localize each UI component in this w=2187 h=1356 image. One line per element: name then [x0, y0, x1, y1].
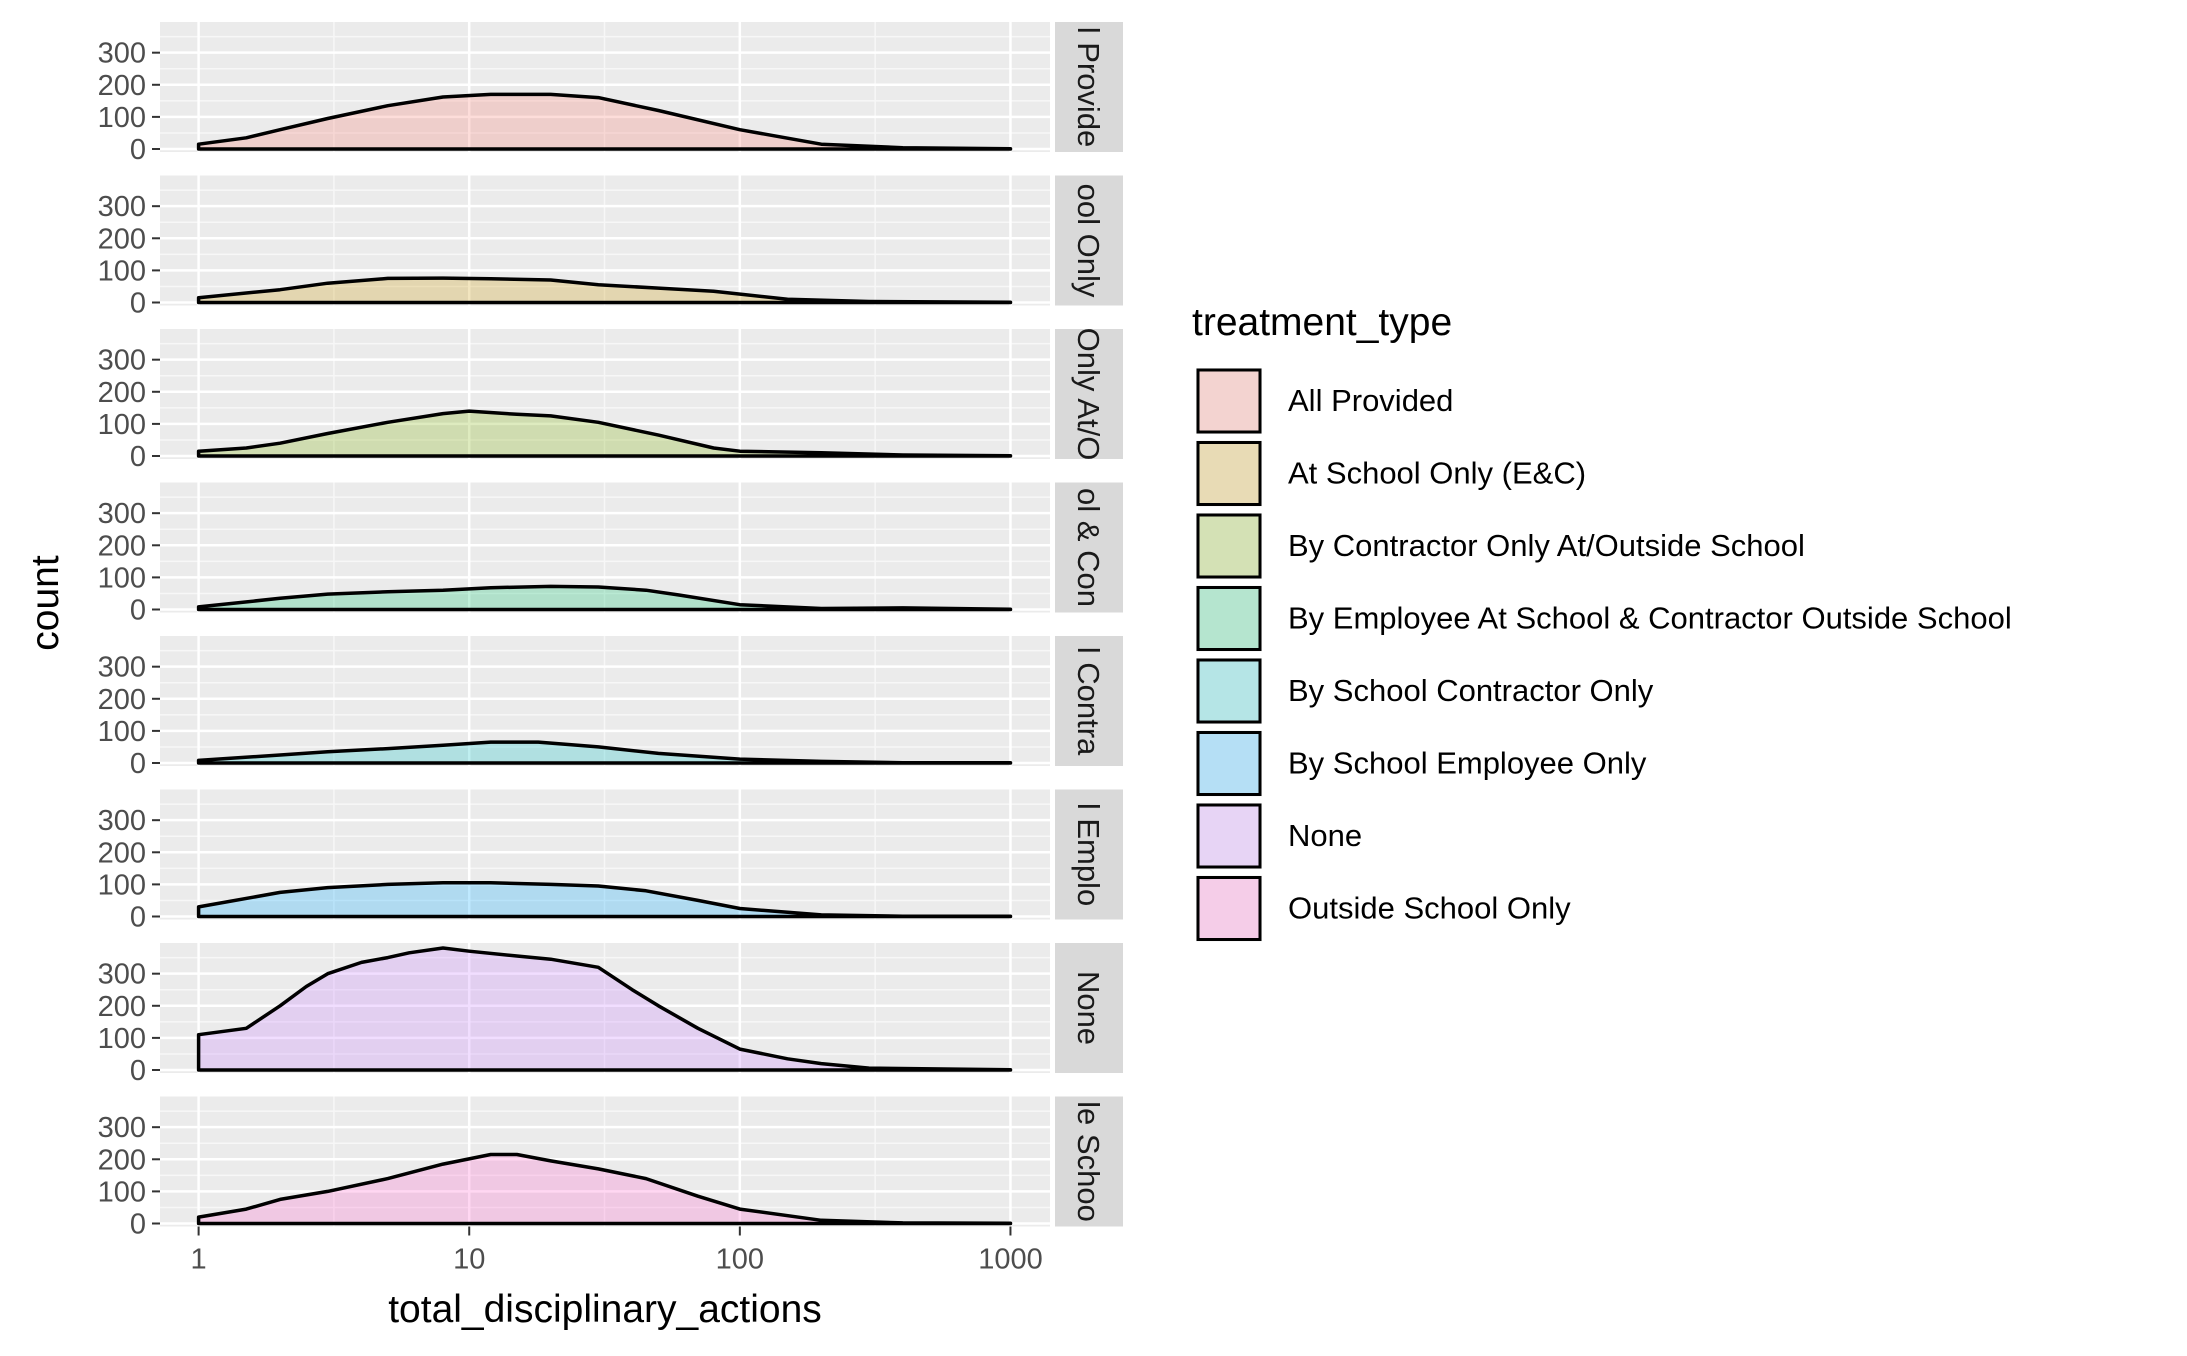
- y-tick-label: 300: [98, 345, 146, 377]
- legend-key-background: [1196, 658, 1262, 724]
- facet-strip-label: None: [1071, 971, 1106, 1045]
- legend-key-background: [1196, 585, 1262, 652]
- y-tick-label: 100: [98, 562, 146, 594]
- x-tick-label: 10: [453, 1244, 485, 1276]
- y-tick-label: 200: [98, 684, 146, 716]
- density-area: [196, 946, 1013, 1072]
- facet-strip-label: ool Only: [1071, 184, 1106, 298]
- y-tick-label: 100: [98, 409, 146, 441]
- y-axis-title: count: [24, 555, 67, 651]
- facet-strip-label: l Emplo: [1071, 803, 1106, 906]
- facet-strip: [1055, 789, 1123, 920]
- density-area: [196, 92, 1013, 151]
- y-tick-label: 100: [98, 255, 146, 287]
- y-tick-label: 0: [130, 441, 146, 473]
- legend-key-swatch: [1196, 441, 1262, 506]
- legend-key-background: [1196, 730, 1262, 797]
- facet-strip: [1055, 1096, 1123, 1227]
- y-tick-label: 200: [98, 837, 146, 869]
- y-tick-label: 100: [98, 869, 146, 901]
- facet-strip-label: l Provide: [1071, 27, 1106, 148]
- legend-entry-label: By Contractor Only At/Outside School: [1288, 528, 1805, 563]
- legend-key-background: [1196, 875, 1262, 942]
- y-tick-label: 100: [98, 102, 146, 134]
- legend-entry-label: None: [1288, 818, 1362, 853]
- y-tick-label: 0: [130, 288, 146, 320]
- facet-strip-label: Only At/O: [1071, 328, 1106, 461]
- y-tick-label: 300: [98, 498, 146, 530]
- legend-key-swatch: [1196, 658, 1262, 724]
- legend-entry-label: At School Only (E&C): [1288, 456, 1586, 491]
- y-tick-label: 200: [98, 530, 146, 562]
- facet-strip-label: ol & Con: [1071, 488, 1106, 607]
- density-area: [196, 409, 1013, 458]
- x-tick-label: 100: [716, 1244, 764, 1276]
- y-tick-label: 0: [130, 748, 146, 780]
- legend-key-background: [1196, 513, 1262, 579]
- y-tick-label: 300: [98, 1112, 146, 1144]
- y-tick-label: 200: [98, 70, 146, 102]
- legend-entry-label: By School Contractor Only: [1288, 673, 1654, 708]
- legend-key-swatch: [1196, 513, 1262, 579]
- y-tick-label: 100: [98, 1023, 146, 1055]
- y-tick-label: 300: [98, 191, 146, 223]
- y-tick-label: 0: [130, 1055, 146, 1087]
- y-tick-label: 300: [98, 38, 146, 70]
- facet-strip: [1055, 482, 1123, 613]
- facet-strip: [1055, 636, 1123, 766]
- facet-strip: [1055, 943, 1123, 1073]
- legend-key-swatch: [1196, 368, 1262, 434]
- y-tick-label: 300: [98, 805, 146, 837]
- density-area: [196, 740, 1013, 765]
- y-tick-label: 200: [98, 991, 146, 1023]
- y-tick-label: 100: [98, 1176, 146, 1208]
- facet-strip-label: le Schoo: [1071, 1101, 1106, 1222]
- y-tick-label: 300: [98, 959, 146, 991]
- x-tick-label: 1000: [978, 1244, 1043, 1276]
- x-tick-label: 1: [191, 1244, 207, 1276]
- legend-key-background: [1196, 440, 1262, 507]
- legend-key-background: [1196, 803, 1262, 869]
- y-tick-label: 0: [130, 595, 146, 627]
- facet-strip: [1055, 329, 1123, 459]
- y-tick-label: 200: [98, 377, 146, 409]
- density-area: [196, 584, 1013, 612]
- facet-strip-label: l Contra: [1071, 647, 1106, 756]
- y-tick-label: 200: [98, 223, 146, 255]
- x-axis-title: total_disciplinary_actions: [388, 1288, 822, 1331]
- y-tick-label: 200: [98, 1144, 146, 1176]
- legend-entry-label: All Provided: [1288, 383, 1453, 418]
- density-area: [196, 881, 1013, 919]
- facet-strip: [1055, 175, 1123, 306]
- facet-strip: [1055, 22, 1123, 152]
- legend-key-background: [1196, 368, 1262, 434]
- density-area: [196, 1152, 1013, 1226]
- legend-key-swatch: [1196, 876, 1262, 941]
- y-tick-label: 0: [130, 902, 146, 934]
- legend-key-swatch: [1196, 586, 1262, 651]
- legend-key-swatch: [1196, 803, 1262, 869]
- legend-entry-label: Outside School Only: [1288, 891, 1571, 926]
- legend-key-swatch: [1196, 731, 1262, 796]
- y-tick-label: 100: [98, 716, 146, 748]
- legend-title: treatment_type: [1192, 301, 1452, 344]
- legend-entry-label: By Employee At School & Contractor Outsi…: [1288, 601, 2012, 636]
- y-tick-label: 0: [130, 134, 146, 166]
- y-tick-label: 300: [98, 652, 146, 684]
- legend-entry-label: By School Employee Only: [1288, 746, 1647, 781]
- y-tick-label: 0: [130, 1209, 146, 1241]
- density-area: [196, 276, 1013, 305]
